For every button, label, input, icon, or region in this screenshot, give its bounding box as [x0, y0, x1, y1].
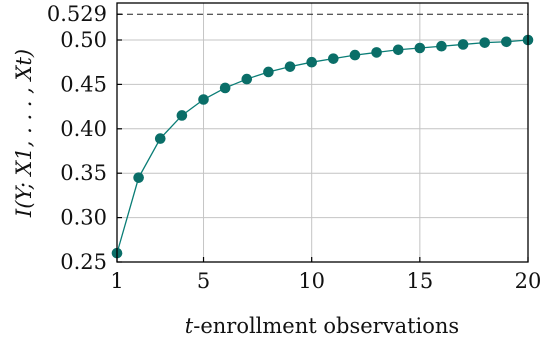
x-axis-label: t-enrollment observations [185, 314, 459, 338]
y-axis-label: I(Y; X1, . . . , Xt) [12, 49, 36, 218]
data-point [154, 133, 166, 144]
data-point [414, 42, 426, 54]
data-point [306, 56, 317, 68]
y-tick-label: 0.30 [60, 206, 107, 230]
x-axis-label-variable: t [185, 314, 194, 338]
data-point [133, 172, 144, 183]
x-ticks: 1 5 10 15 20 [110, 257, 540, 293]
series-layer [116, 39, 529, 254]
data-point [284, 61, 296, 72]
data-point [392, 44, 404, 56]
x-tick-label: 15 [406, 269, 433, 293]
data-point [479, 37, 491, 48]
data-point [176, 110, 188, 121]
data-point [198, 94, 209, 105]
data-point [328, 53, 339, 64]
data-point [263, 66, 274, 78]
data-point [241, 73, 253, 85]
points-layer [111, 34, 534, 259]
plot-frame [116, 2, 529, 263]
y-tick-label: 0.529 [47, 2, 107, 26]
x-tick-label: 1 [110, 269, 123, 293]
data-point [371, 47, 382, 58]
y-tick-label: 0.50 [60, 28, 107, 52]
data-point [501, 36, 512, 48]
x-axis-label-text: -enrollment observations [193, 314, 459, 338]
y-tick-label: 0.25 [60, 250, 107, 274]
y-tick-label: 0.40 [60, 117, 107, 141]
data-point [436, 40, 447, 52]
data-point [349, 49, 361, 61]
x-tick-label: 10 [298, 269, 325, 293]
x-tick-label: 5 [197, 269, 210, 293]
data-point [219, 82, 231, 94]
y-ticks: 0.25 0.30 0.35 0.40 0.45 0.500.529 [47, 2, 122, 274]
series-line [116, 39, 529, 254]
x-tick-label: 20 [515, 269, 540, 293]
data-point [457, 39, 469, 50]
y-tick-label: 0.35 [60, 161, 107, 185]
y-tick-label: 0.45 [60, 72, 107, 96]
